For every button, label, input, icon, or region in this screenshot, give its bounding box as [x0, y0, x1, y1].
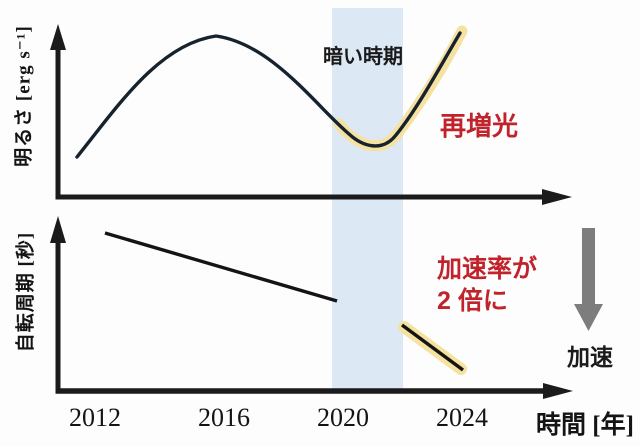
x-tick-2020: 2020	[317, 403, 369, 432]
top-x-axis-arrowhead-icon	[542, 189, 572, 205]
top-y-axis-arrowhead-icon	[50, 24, 66, 50]
acceleration-arrow-head-icon	[574, 304, 603, 331]
x-axis-title: 時間 [年]	[536, 412, 634, 439]
x-tick-2012: 2012	[69, 403, 121, 432]
dark-period-annotation: 暗い時期	[323, 46, 403, 68]
top-y-axis-label: 明るさ [erg s⁻¹]	[13, 25, 35, 167]
spin-period-line-early	[104, 231, 338, 303]
acceleration-label: 加速	[567, 344, 613, 370]
bottom-y-axis-label: 自転周期 [秒]	[15, 231, 37, 353]
x-tick-2016: 2016	[198, 403, 250, 432]
bottom-y-axis-arrowhead-icon	[50, 216, 66, 243]
rebrightening-annotation: 再増光	[440, 111, 519, 141]
bottom-x-axis-arrowhead-icon	[543, 383, 573, 399]
x-tick-2024: 2024	[436, 403, 488, 432]
spin-period-line-late	[400, 323, 465, 372]
acceleration-arrow-shaft	[582, 228, 595, 306]
acceleration-rate-annotation: 加速率が 2 倍に	[437, 255, 538, 315]
brightness-curve	[75, 31, 462, 159]
